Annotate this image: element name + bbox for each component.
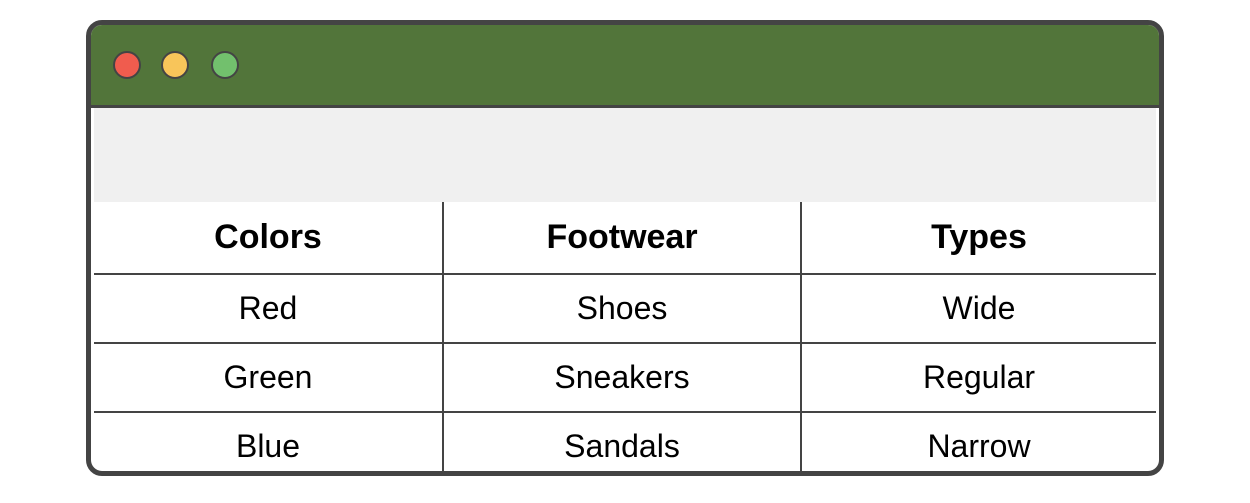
table-cell: Sneakers	[443, 343, 802, 413]
browser-window: Colors Footwear Types Red Shoes Wide Gre…	[86, 20, 1164, 476]
maximize-button[interactable]	[211, 51, 239, 79]
close-button[interactable]	[113, 51, 141, 79]
table-cell: Blue	[94, 412, 444, 471]
table-row: Green Sneakers Regular	[94, 343, 1156, 413]
table-row: Blue Sandals Narrow	[94, 412, 1156, 471]
table-cell: Sandals	[443, 412, 802, 471]
table-header-row: Colors Footwear Types	[94, 202, 1156, 275]
column-header: Colors	[94, 202, 444, 275]
table-cell: Green	[94, 343, 444, 413]
toolbar-area	[94, 108, 1156, 202]
minimize-button[interactable]	[161, 51, 189, 79]
table-cell: Regular	[801, 343, 1156, 413]
column-header: Footwear	[443, 202, 802, 275]
table-cell: Narrow	[927, 428, 1031, 464]
table-cell: Red	[94, 274, 444, 344]
title-bar	[91, 25, 1159, 108]
column-header: Types	[801, 202, 1156, 275]
table-cell: Shoes	[443, 274, 802, 344]
table-cell: Wide	[801, 274, 1156, 344]
table-row: Red Shoes Wide	[94, 274, 1156, 344]
data-table: Colors Footwear Types Red Shoes Wide Gre…	[94, 202, 1156, 471]
